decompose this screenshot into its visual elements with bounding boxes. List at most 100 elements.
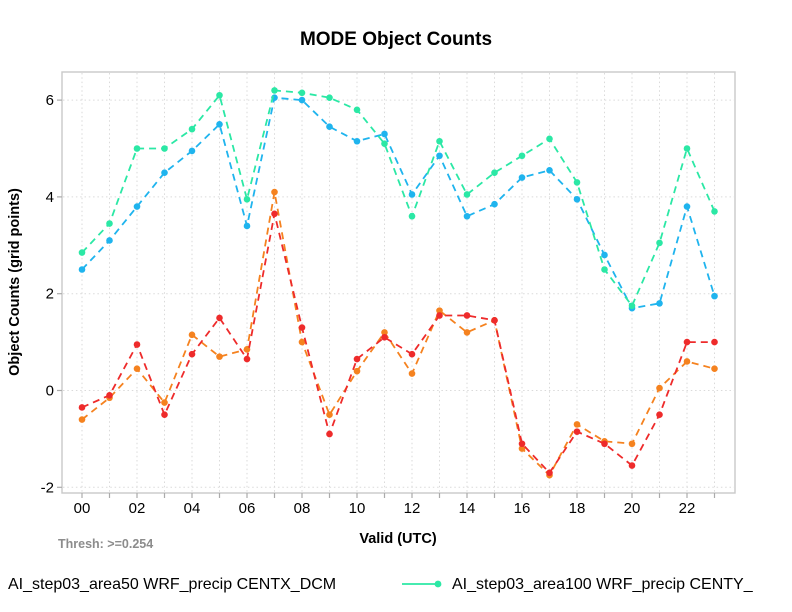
- x-tick-label: 06: [239, 500, 256, 517]
- data-point: [518, 174, 526, 181]
- data-point: [683, 338, 691, 346]
- data-point: [381, 140, 388, 147]
- data-point: [573, 428, 581, 435]
- data-point: [518, 445, 526, 452]
- data-point: [271, 210, 278, 218]
- data-point: [188, 147, 196, 155]
- x-axis-title: Valid (UTC): [359, 531, 437, 547]
- data-point: [161, 399, 168, 406]
- data-point: [436, 152, 443, 160]
- data-point: [326, 94, 333, 101]
- legend-item-2-label: AI_step03_area100 WRF_precip CENTY_: [452, 576, 754, 593]
- data-point: [106, 392, 113, 399]
- data-point: [408, 191, 416, 198]
- data-point: [216, 91, 223, 99]
- data-point: [216, 314, 223, 322]
- data-point: [628, 302, 636, 310]
- data-point: [711, 292, 718, 300]
- data-point: [243, 355, 251, 363]
- data-point: [78, 266, 86, 273]
- data-point: [408, 370, 416, 377]
- data-point: [463, 191, 471, 198]
- data-point: [298, 96, 306, 104]
- data-point: [298, 324, 306, 331]
- data-point: [546, 166, 553, 174]
- data-point: [546, 469, 553, 477]
- data-point: [656, 300, 663, 307]
- data-point: [491, 169, 498, 176]
- sky-blue-series: [78, 94, 718, 312]
- data-point: [353, 355, 361, 363]
- data-point: [381, 130, 388, 138]
- x-tick-label: 14: [459, 500, 476, 517]
- y-tick-label: 4: [46, 189, 54, 206]
- data-point: [133, 145, 141, 152]
- series-layer: [78, 87, 718, 479]
- x-tick-label: 22: [679, 500, 696, 517]
- data-point: [408, 350, 416, 358]
- data-point: [271, 188, 278, 196]
- data-point: [78, 416, 86, 423]
- data-point: [381, 333, 388, 341]
- data-point: [711, 365, 718, 373]
- data-point: [298, 89, 306, 97]
- y-tick-label: 6: [46, 92, 54, 109]
- data-point: [408, 212, 416, 220]
- grid-layer: [61, 71, 736, 494]
- data-point: [243, 196, 251, 203]
- data-point: [216, 121, 223, 128]
- x-tick-label: 04: [184, 500, 201, 517]
- spring-green-series-line: [81, 89, 716, 308]
- data-point: [133, 341, 141, 348]
- chart-title: MODE Object Counts: [300, 29, 492, 50]
- data-point: [133, 365, 141, 373]
- data-point: [188, 350, 196, 358]
- data-point: [601, 266, 608, 273]
- data-point: [683, 358, 691, 365]
- data-point: [463, 212, 471, 220]
- x-tick-label: 20: [624, 500, 641, 517]
- y-axis-title: Object Counts (grid points): [7, 188, 23, 376]
- orange-series: [78, 188, 718, 479]
- data-point: [711, 338, 718, 346]
- spring-green-series: [78, 87, 718, 310]
- data-point: [161, 169, 168, 176]
- x-tick-label: 08: [294, 500, 311, 517]
- data-point: [161, 145, 168, 152]
- data-point: [106, 237, 113, 244]
- data-point: [491, 317, 498, 324]
- data-point: [546, 135, 553, 143]
- data-point: [711, 208, 718, 215]
- y-tick-label: -2: [41, 479, 54, 496]
- data-point: [133, 203, 141, 210]
- data-point: [326, 430, 333, 438]
- x-tick-label: 10: [349, 500, 366, 517]
- x-tick-label: 16: [514, 500, 531, 517]
- data-point: [243, 222, 251, 230]
- data-point: [298, 338, 306, 346]
- legend-item-1-label: AI_step03_area50 WRF_precip CENTX_DCM: [8, 576, 336, 593]
- data-point: [463, 312, 471, 319]
- legend-item-2-marker-dot: [434, 580, 442, 588]
- x-tick-label: 02: [129, 500, 146, 517]
- data-point: [628, 462, 636, 469]
- plot-border: [61, 71, 736, 494]
- data-point: [463, 329, 471, 336]
- data-point: [188, 331, 196, 339]
- data-point: [683, 203, 691, 210]
- data-point: [573, 196, 581, 203]
- x-tick-label: 18: [569, 500, 586, 517]
- data-point: [573, 179, 581, 186]
- data-point: [656, 239, 663, 247]
- data-point: [326, 123, 333, 131]
- data-point: [271, 87, 278, 94]
- data-point: [78, 249, 86, 256]
- sky-blue-series-line: [81, 96, 716, 310]
- data-point: [381, 329, 388, 336]
- y-tick-label: 0: [46, 383, 54, 400]
- data-point: [353, 106, 361, 114]
- x-tick-label: 12: [404, 500, 421, 517]
- data-point: [216, 353, 223, 360]
